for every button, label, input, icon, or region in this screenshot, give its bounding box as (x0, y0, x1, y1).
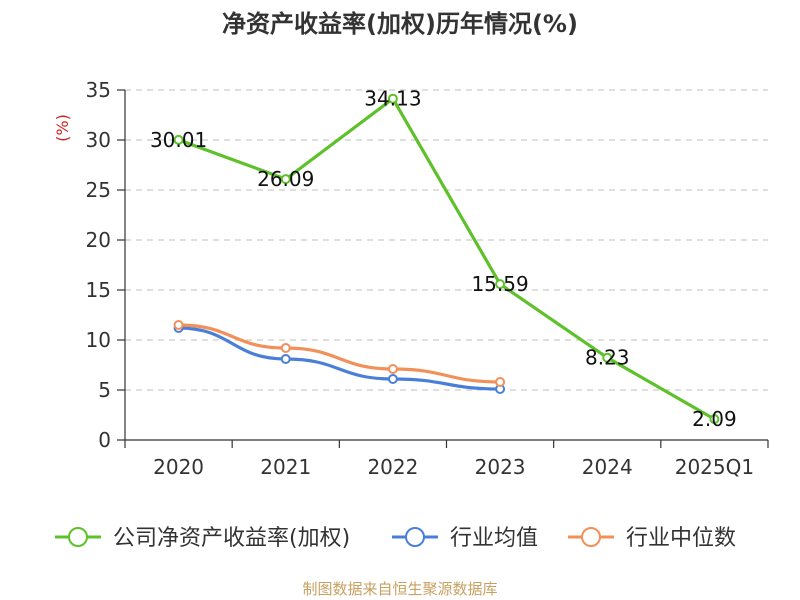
legend-marker (405, 527, 425, 547)
legend-label: 行业中位数 (626, 526, 736, 551)
data-label: 30.01 (150, 128, 207, 152)
data-labels: 30.01 26.09 34.13 15.59 8.23 2.09 (150, 87, 737, 431)
data-point[interactable] (709, 414, 720, 425)
y-tick-label: 25 (86, 178, 111, 202)
data-point[interactable] (280, 174, 291, 185)
data-point[interactable] (602, 352, 613, 363)
x-tick-label: 2021 (260, 455, 311, 479)
legend-label: 公司净资产收益率(加权) (113, 526, 350, 551)
data-point[interactable] (495, 377, 506, 387)
series-lines (173, 93, 720, 425)
series-line (177, 97, 716, 421)
data-point[interactable] (280, 354, 291, 364)
y-tick-label: 35 (86, 78, 111, 102)
data-label: 34.13 (364, 87, 421, 111)
y-axis-unit-label: (%) (53, 114, 72, 142)
y-tick-label: 15 (86, 278, 111, 302)
legend-item[interactable]: 行业均值 (392, 526, 538, 551)
data-label: 26.09 (257, 167, 314, 191)
series-line (176, 326, 502, 391)
y-tick-label: 30 (86, 128, 111, 152)
series-line (176, 323, 502, 384)
legend-marker (68, 527, 88, 547)
data-point[interactable] (387, 364, 398, 374)
y-tick-label: 5 (98, 378, 111, 402)
axes: 0 5 10 15 20 25 30 35 (%) 2020 2021 2022 2023 2024 202… (53, 78, 769, 479)
legend-item[interactable]: 行业中位数 (568, 526, 736, 551)
x-tick-label: 2024 (582, 455, 633, 479)
grid-lines (125, 89, 768, 391)
y-tick-label: 0 (98, 428, 111, 452)
y-tick-label: 10 (86, 328, 111, 352)
data-point[interactable] (387, 93, 398, 104)
data-point[interactable] (387, 374, 398, 384)
x-tick-label: 2022 (367, 455, 418, 479)
data-point[interactable] (280, 343, 291, 353)
chart-title: 净资产收益率(加权)历年情况(%) (222, 10, 578, 38)
data-label: 15.59 (471, 272, 528, 296)
y-tick-label: 20 (86, 228, 111, 252)
legend[interactable]: 公司净资产收益率(加权) 行业均值 行业中位数 (55, 526, 736, 551)
x-tick-label: 2025Q1 (675, 455, 754, 479)
x-tick-label: 2020 (153, 455, 204, 479)
data-label: 2.09 (692, 407, 737, 431)
source-note: 制图数据来自恒生聚源数据库 (302, 580, 498, 598)
data-point[interactable] (173, 134, 184, 145)
x-tick-label: 2023 (475, 455, 526, 479)
data-point[interactable] (173, 320, 184, 330)
legend-marker (581, 527, 601, 547)
data-point[interactable] (495, 279, 506, 290)
data-label: 8.23 (585, 346, 630, 370)
legend-label: 行业均值 (450, 526, 538, 551)
legend-item[interactable]: 公司净资产收益率(加权) (55, 526, 350, 551)
